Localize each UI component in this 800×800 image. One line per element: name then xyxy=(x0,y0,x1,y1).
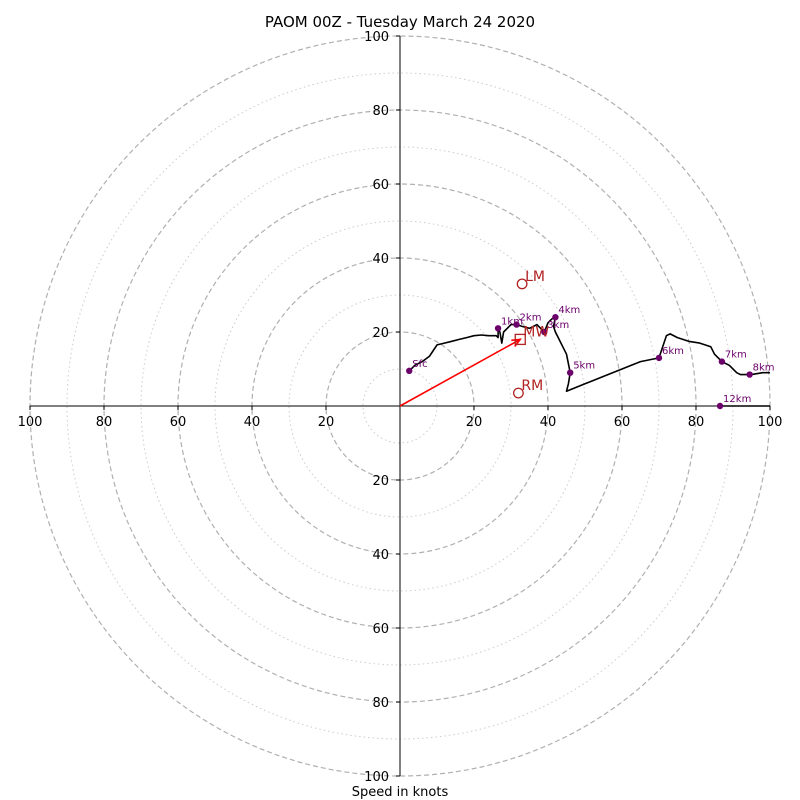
storm-motion-marker xyxy=(514,333,526,346)
storm-motion-marker xyxy=(512,387,524,399)
height-point-label: 8km xyxy=(753,363,775,374)
storm-motion-label: RM xyxy=(521,378,543,394)
y-tick-label: 20 xyxy=(372,474,389,489)
height-point-label: 4km xyxy=(558,305,580,316)
height-point-marker xyxy=(567,369,574,376)
hodograph-trace-line xyxy=(408,316,770,393)
x-tick-label: 60 xyxy=(614,415,631,430)
height-point-marker xyxy=(716,402,724,410)
x-tick-label: 100 xyxy=(758,415,783,430)
height-point-label: 12km xyxy=(723,394,751,405)
y-tick-label: 40 xyxy=(372,252,389,267)
x-tick-label: 80 xyxy=(96,415,113,430)
height-point-marker xyxy=(718,358,726,365)
height-point-label: 3km xyxy=(547,320,569,331)
height-point-label: 2km xyxy=(520,313,542,324)
x-tick-label: 20 xyxy=(318,415,335,430)
y-tick-label: 80 xyxy=(372,104,389,119)
y-tick-label: 80 xyxy=(372,696,389,711)
x-tick-label: 100 xyxy=(18,415,43,430)
height-point-marker xyxy=(406,367,413,375)
height-point-marker xyxy=(541,328,548,336)
x-tick-label: 80 xyxy=(688,415,705,430)
height-point-label: Sfc xyxy=(412,359,427,370)
y-tick-label: 40 xyxy=(372,548,389,563)
height-point-marker xyxy=(494,325,502,332)
x-tick-label: 40 xyxy=(244,415,261,430)
x-tick-label: 60 xyxy=(170,415,187,430)
y-tick-label: 100 xyxy=(364,770,389,785)
x-axis-label: Speed in knots xyxy=(352,785,449,800)
storm-motion-marker xyxy=(516,278,528,290)
chart-title: PAOM 00Z - Tuesday March 24 2020 xyxy=(265,13,535,31)
storm-motion-label: MW xyxy=(523,324,549,340)
mean-wind-vector-line xyxy=(399,338,521,407)
y-tick-label: 20 xyxy=(372,326,389,341)
height-point-marker xyxy=(655,354,663,362)
height-point-label: 5km xyxy=(573,361,595,372)
height-point-label: 7km xyxy=(725,350,747,361)
storm-motion-markers: LM RM MW xyxy=(512,269,549,399)
mean-wind-vector xyxy=(399,338,523,407)
x-tick-label: 20 xyxy=(466,415,483,430)
y-tick-label: 100 xyxy=(364,30,389,45)
y-tick-label: 60 xyxy=(372,622,389,637)
height-point-label: 1km xyxy=(501,316,523,327)
y-tick-label: 60 xyxy=(372,178,389,193)
height-point-label: 6km xyxy=(662,346,684,357)
storm-motion-label: LM xyxy=(525,269,545,285)
height-point-marker xyxy=(552,314,559,321)
height-point-marker xyxy=(513,321,520,328)
height-point-marker xyxy=(746,371,753,378)
tick-labels: 100 80 60 40 20 20 40 60 80 100 100 80 60 40 20 20 40 60 8… xyxy=(18,30,783,785)
x-tick-label: 40 xyxy=(540,415,557,430)
